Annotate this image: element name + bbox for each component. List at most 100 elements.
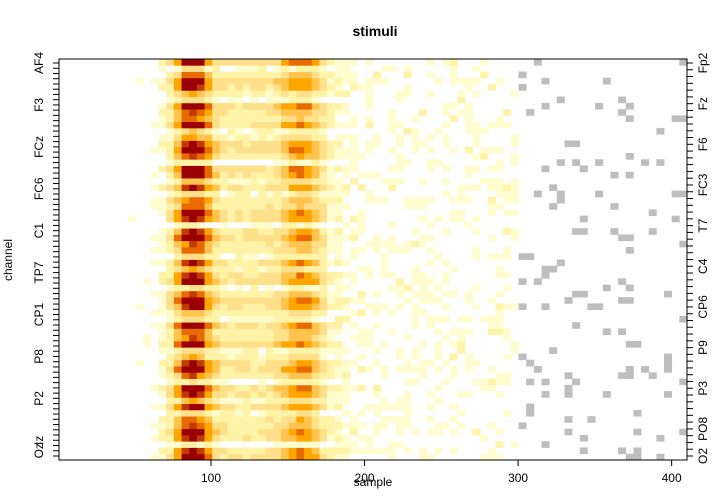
- heatmap-cell: [304, 121, 313, 129]
- heatmap-cell: [296, 178, 305, 185]
- heatmap-cell: [258, 234, 267, 242]
- heatmap-cell: [181, 259, 190, 267]
- heatmap-cell: [227, 121, 236, 129]
- heatmap-cell: [219, 416, 228, 423]
- heatmap-cell: [296, 259, 305, 267]
- heatmap-cell: [196, 109, 205, 116]
- heatmap-cell: [181, 366, 190, 373]
- heatmap-cell: [189, 115, 198, 123]
- heatmap-cell: [334, 234, 343, 242]
- heatmap-cell: [403, 284, 412, 292]
- heatmap-cell: [327, 246, 336, 254]
- heatmap-cell: [464, 127, 473, 135]
- heatmap-cell: [334, 190, 343, 198]
- heatmap-cell: [495, 272, 504, 279]
- heatmap-cell: [158, 453, 167, 461]
- heatmap-cell: [212, 115, 221, 123]
- heatmap-cell: [487, 184, 496, 191]
- heatmap-cell: [250, 290, 259, 298]
- heatmap-cell: [196, 403, 205, 411]
- heatmap-cell: [227, 59, 236, 66]
- heatmap-cell: [250, 59, 259, 66]
- heatmap-cell: [472, 359, 481, 367]
- heatmap-cell: [265, 121, 274, 129]
- heatmap-cell: [457, 190, 466, 198]
- heatmap-cell: [281, 109, 290, 116]
- heatmap-cell: [273, 397, 282, 405]
- heatmap-cell: [487, 209, 496, 217]
- heatmap-cell: [242, 328, 251, 336]
- heatmap-cell: [449, 71, 458, 79]
- heatmap-cell: [265, 347, 274, 354]
- heatmap-cell: [219, 272, 228, 279]
- heatmap-cell: [166, 409, 175, 417]
- heatmap-cell: [480, 127, 489, 135]
- heatmap-cell: [273, 65, 282, 72]
- heatmap-cell: [189, 334, 198, 342]
- heatmap-cell: [265, 127, 274, 135]
- heatmap-cell: [242, 203, 251, 210]
- heatmap-cell: [273, 353, 282, 361]
- heatmap-cell: [250, 65, 259, 72]
- heatmap-cell: [219, 121, 228, 129]
- heatmap-cell: [212, 134, 221, 141]
- heatmap-cell: [204, 178, 213, 185]
- heatmap-cell: [365, 366, 374, 373]
- heatmap-cell: [327, 84, 336, 91]
- heatmap-cell: [235, 422, 244, 430]
- heatmap-cell: [288, 447, 297, 455]
- heatmap-cell: [273, 340, 282, 348]
- heatmap-cell: [350, 416, 359, 423]
- heatmap-cell: [219, 278, 228, 285]
- heatmap-cell: [265, 272, 274, 279]
- heatmap-cell: [204, 246, 213, 254]
- heatmap-cell: [166, 259, 175, 267]
- heatmap-cell: [173, 90, 182, 97]
- heatmap-cell: [196, 65, 205, 72]
- heatmap-cell: [426, 297, 435, 304]
- heatmap-cell: [464, 366, 473, 373]
- heatmap-cell: [219, 84, 228, 91]
- heatmap-cell: [334, 259, 343, 267]
- heatmap-cell: [250, 353, 259, 361]
- heatmap-cell: [189, 234, 198, 242]
- heatmap-cell: [281, 278, 290, 285]
- heatmap-cell: [541, 391, 550, 398]
- heatmap-cell: [457, 391, 466, 398]
- heatmap-cell: [258, 359, 267, 367]
- heatmap-cell: [365, 96, 374, 104]
- heatmap-cell: [441, 290, 450, 298]
- heatmap-cell: [411, 203, 420, 210]
- heatmap-cell: [166, 77, 175, 85]
- heatmap-cell: [357, 340, 366, 348]
- heatmap-cell: [288, 178, 297, 185]
- heatmap-cell: [472, 77, 481, 85]
- heatmap-cell: [196, 140, 205, 148]
- heatmap-cell: [495, 115, 504, 123]
- heatmap-cell: [173, 428, 182, 436]
- heatmap-cell: [204, 353, 213, 361]
- heatmap-cell: [487, 178, 496, 185]
- heatmap-cell: [487, 315, 496, 323]
- heatmap-cell: [258, 428, 267, 436]
- heatmap-cell: [265, 109, 274, 116]
- heatmap-cell: [334, 315, 343, 323]
- heatmap-cell: [334, 447, 343, 455]
- heatmap-cell: [204, 165, 213, 173]
- heatmap-cell: [173, 71, 182, 79]
- heatmap-cell: [273, 322, 282, 329]
- heatmap-cell: [464, 184, 473, 191]
- heatmap-cell: [242, 115, 251, 123]
- heatmap-cell: [181, 397, 190, 405]
- heatmap-cell: [227, 96, 236, 104]
- heatmap-cell: [158, 290, 167, 298]
- heatmap-cell: [395, 397, 405, 405]
- heatmap-cell: [403, 127, 412, 135]
- heatmap-cell: [395, 303, 405, 311]
- heatmap-cell: [235, 265, 244, 273]
- heatmap-cell: [441, 140, 450, 148]
- heatmap-cell: [158, 140, 167, 148]
- heatmap-cell: [334, 278, 343, 285]
- heatmap-cell: [327, 384, 336, 392]
